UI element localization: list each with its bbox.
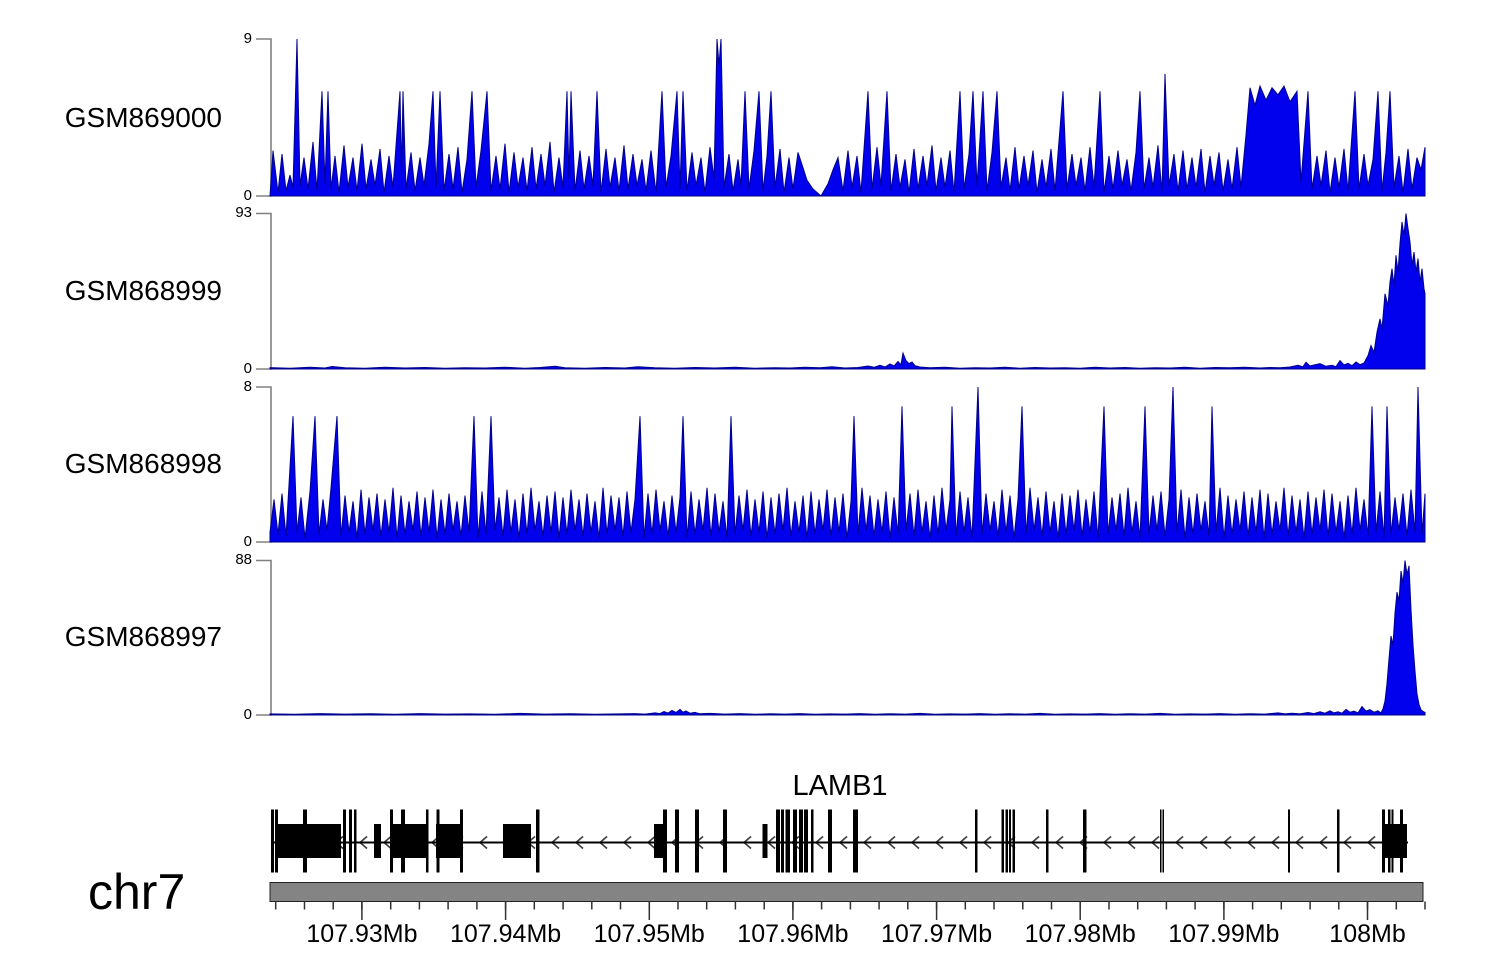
- y-axis-bracket: [256, 559, 272, 716]
- y-min-label-track1: 0: [243, 187, 252, 204]
- track-label-gsm868998: GSM868998: [64, 448, 222, 479]
- y-axis-bracket: [256, 38, 272, 197]
- y-min-label-track4: 0: [243, 706, 252, 723]
- track-label-gsm868997: GSM868997: [64, 621, 222, 652]
- gene-exon-tall: [695, 809, 699, 873]
- gene-exon-tall: [1400, 809, 1403, 873]
- axis-tick-label: 107.97Mb: [880, 920, 993, 948]
- gene-exon-tall: [853, 809, 858, 873]
- gene-exon-box: [436, 824, 463, 858]
- axis-tick-label: 107.98Mb: [1024, 920, 1136, 948]
- gene-exon-tall: [675, 809, 679, 873]
- gene-exon-tall: [460, 809, 463, 873]
- y-max-label-track1: 9: [243, 30, 252, 47]
- gene-exon-tall: [271, 809, 274, 873]
- gene-exon-tall: [303, 809, 307, 873]
- gene-exon-tall: [1009, 809, 1011, 873]
- gene-exon-tall: [811, 809, 814, 873]
- axis-tick-label: 108Mb: [1329, 920, 1406, 948]
- gene-exon-tall: [436, 809, 440, 873]
- gene-exon-tall: [975, 809, 978, 873]
- track-label-gsm869000: GSM869000: [64, 102, 222, 133]
- axis-tick-label: 107.93Mb: [306, 920, 418, 948]
- gene-exon-tall: [1382, 809, 1385, 873]
- gene-exon-tall: [663, 809, 667, 873]
- axis-tick-label: 107.95Mb: [593, 920, 705, 948]
- gene-exon-tall: [1288, 809, 1290, 873]
- gene-exon-tall: [793, 809, 797, 873]
- gene-exon-tall: [1046, 809, 1049, 873]
- gene-exon-box: [503, 824, 531, 858]
- gene-exon-tall: [1391, 809, 1394, 873]
- gene-exon-box: [1383, 824, 1407, 858]
- gene-exon-tall: [1012, 809, 1015, 873]
- gene-exon-tall: [804, 809, 808, 873]
- y-axis-bracket: [256, 212, 272, 370]
- axis-tick-label: 107.96Mb: [737, 920, 849, 948]
- axis-tick-label: 107.94Mb: [449, 920, 562, 948]
- y-min-label-track2: 0: [243, 360, 252, 377]
- gene-exon-tall: [536, 809, 540, 873]
- gene-exon-tall: [1083, 809, 1087, 873]
- gene-exon-tall: [776, 809, 780, 873]
- y-axis-bracket: [256, 386, 272, 543]
- gene-exon-tall: [390, 809, 393, 873]
- gene-exon-tall: [1005, 809, 1008, 873]
- track-label-gsm868999: GSM868999: [64, 275, 222, 306]
- coverage-area-gsm868998: [269, 386, 1426, 543]
- gene-exon-box: [390, 824, 428, 858]
- chromosome-bar: [269, 882, 1424, 902]
- gene-exon-tall: [343, 809, 346, 873]
- gene-exon-box: [762, 824, 768, 858]
- gene-exon-tall: [1162, 809, 1164, 873]
- coverage-area-gsm868997: [269, 560, 1426, 716]
- gene-exon-box: [654, 824, 663, 858]
- gene-exon-tall: [275, 809, 278, 873]
- axis-tick-label: 107.99Mb: [1168, 920, 1280, 948]
- y-max-label-track2: 93: [235, 204, 252, 221]
- gene-exon-tall: [1388, 809, 1391, 873]
- y-max-label-track4: 88: [235, 551, 252, 568]
- coverage-area-gsm868999: [269, 213, 1426, 370]
- gene-exon-tall: [401, 809, 405, 873]
- gene-exon-tall: [349, 809, 352, 873]
- y-min-label-track3: 0: [243, 533, 252, 550]
- gene-exon-box: [374, 824, 381, 858]
- coverage-area-gsm869000: [269, 38, 1426, 197]
- gene-exon-tall: [1160, 809, 1162, 873]
- chromosome-label: chr7: [88, 864, 186, 920]
- y-max-label-track3: 8: [243, 378, 252, 395]
- gene-exon-tall: [828, 809, 832, 873]
- gene-exon-tall: [781, 809, 784, 873]
- gene-exon-tall: [354, 809, 357, 873]
- gene-exon-box: [276, 824, 341, 858]
- gene-exon-tall: [799, 809, 803, 873]
- gene-exon-tall: [1001, 809, 1004, 873]
- gene-exon-tall: [1337, 809, 1340, 873]
- gene-exon-tall: [785, 809, 790, 873]
- gene-exon-tall: [426, 809, 429, 873]
- gene-exon-tall: [723, 809, 727, 873]
- gene-name-label: LAMB1: [792, 770, 888, 802]
